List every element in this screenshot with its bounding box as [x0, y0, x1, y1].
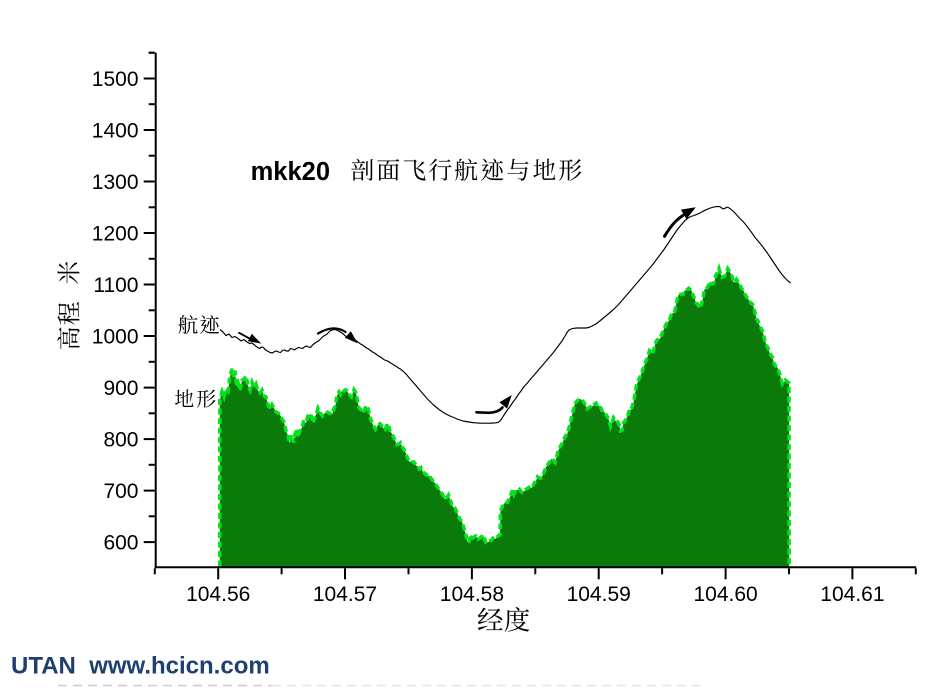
svg-text:1200: 1200 — [92, 223, 139, 246]
svg-text:600: 600 — [103, 532, 138, 555]
svg-text:mkk20: mkk20 — [251, 158, 330, 186]
svg-text:1400: 1400 — [92, 120, 139, 143]
svg-text:UTAN www.hcicn.com: UTAN www.hcicn.com — [11, 653, 270, 680]
svg-text:104.58: 104.58 — [440, 583, 504, 606]
svg-text:1500: 1500 — [92, 68, 139, 91]
svg-text:1100: 1100 — [93, 274, 138, 297]
svg-text:1300: 1300 — [92, 171, 139, 194]
svg-text:104.61: 104.61 — [820, 583, 884, 606]
svg-text:800: 800 — [103, 429, 138, 452]
svg-text:900: 900 — [103, 377, 138, 400]
svg-text:104.57: 104.57 — [313, 583, 377, 606]
svg-text:1000: 1000 — [92, 326, 139, 349]
svg-text:700: 700 — [103, 480, 138, 503]
svg-text:104.60: 104.60 — [693, 583, 757, 606]
svg-text:104.59: 104.59 — [567, 583, 631, 606]
svg-text:104.56: 104.56 — [186, 583, 250, 606]
